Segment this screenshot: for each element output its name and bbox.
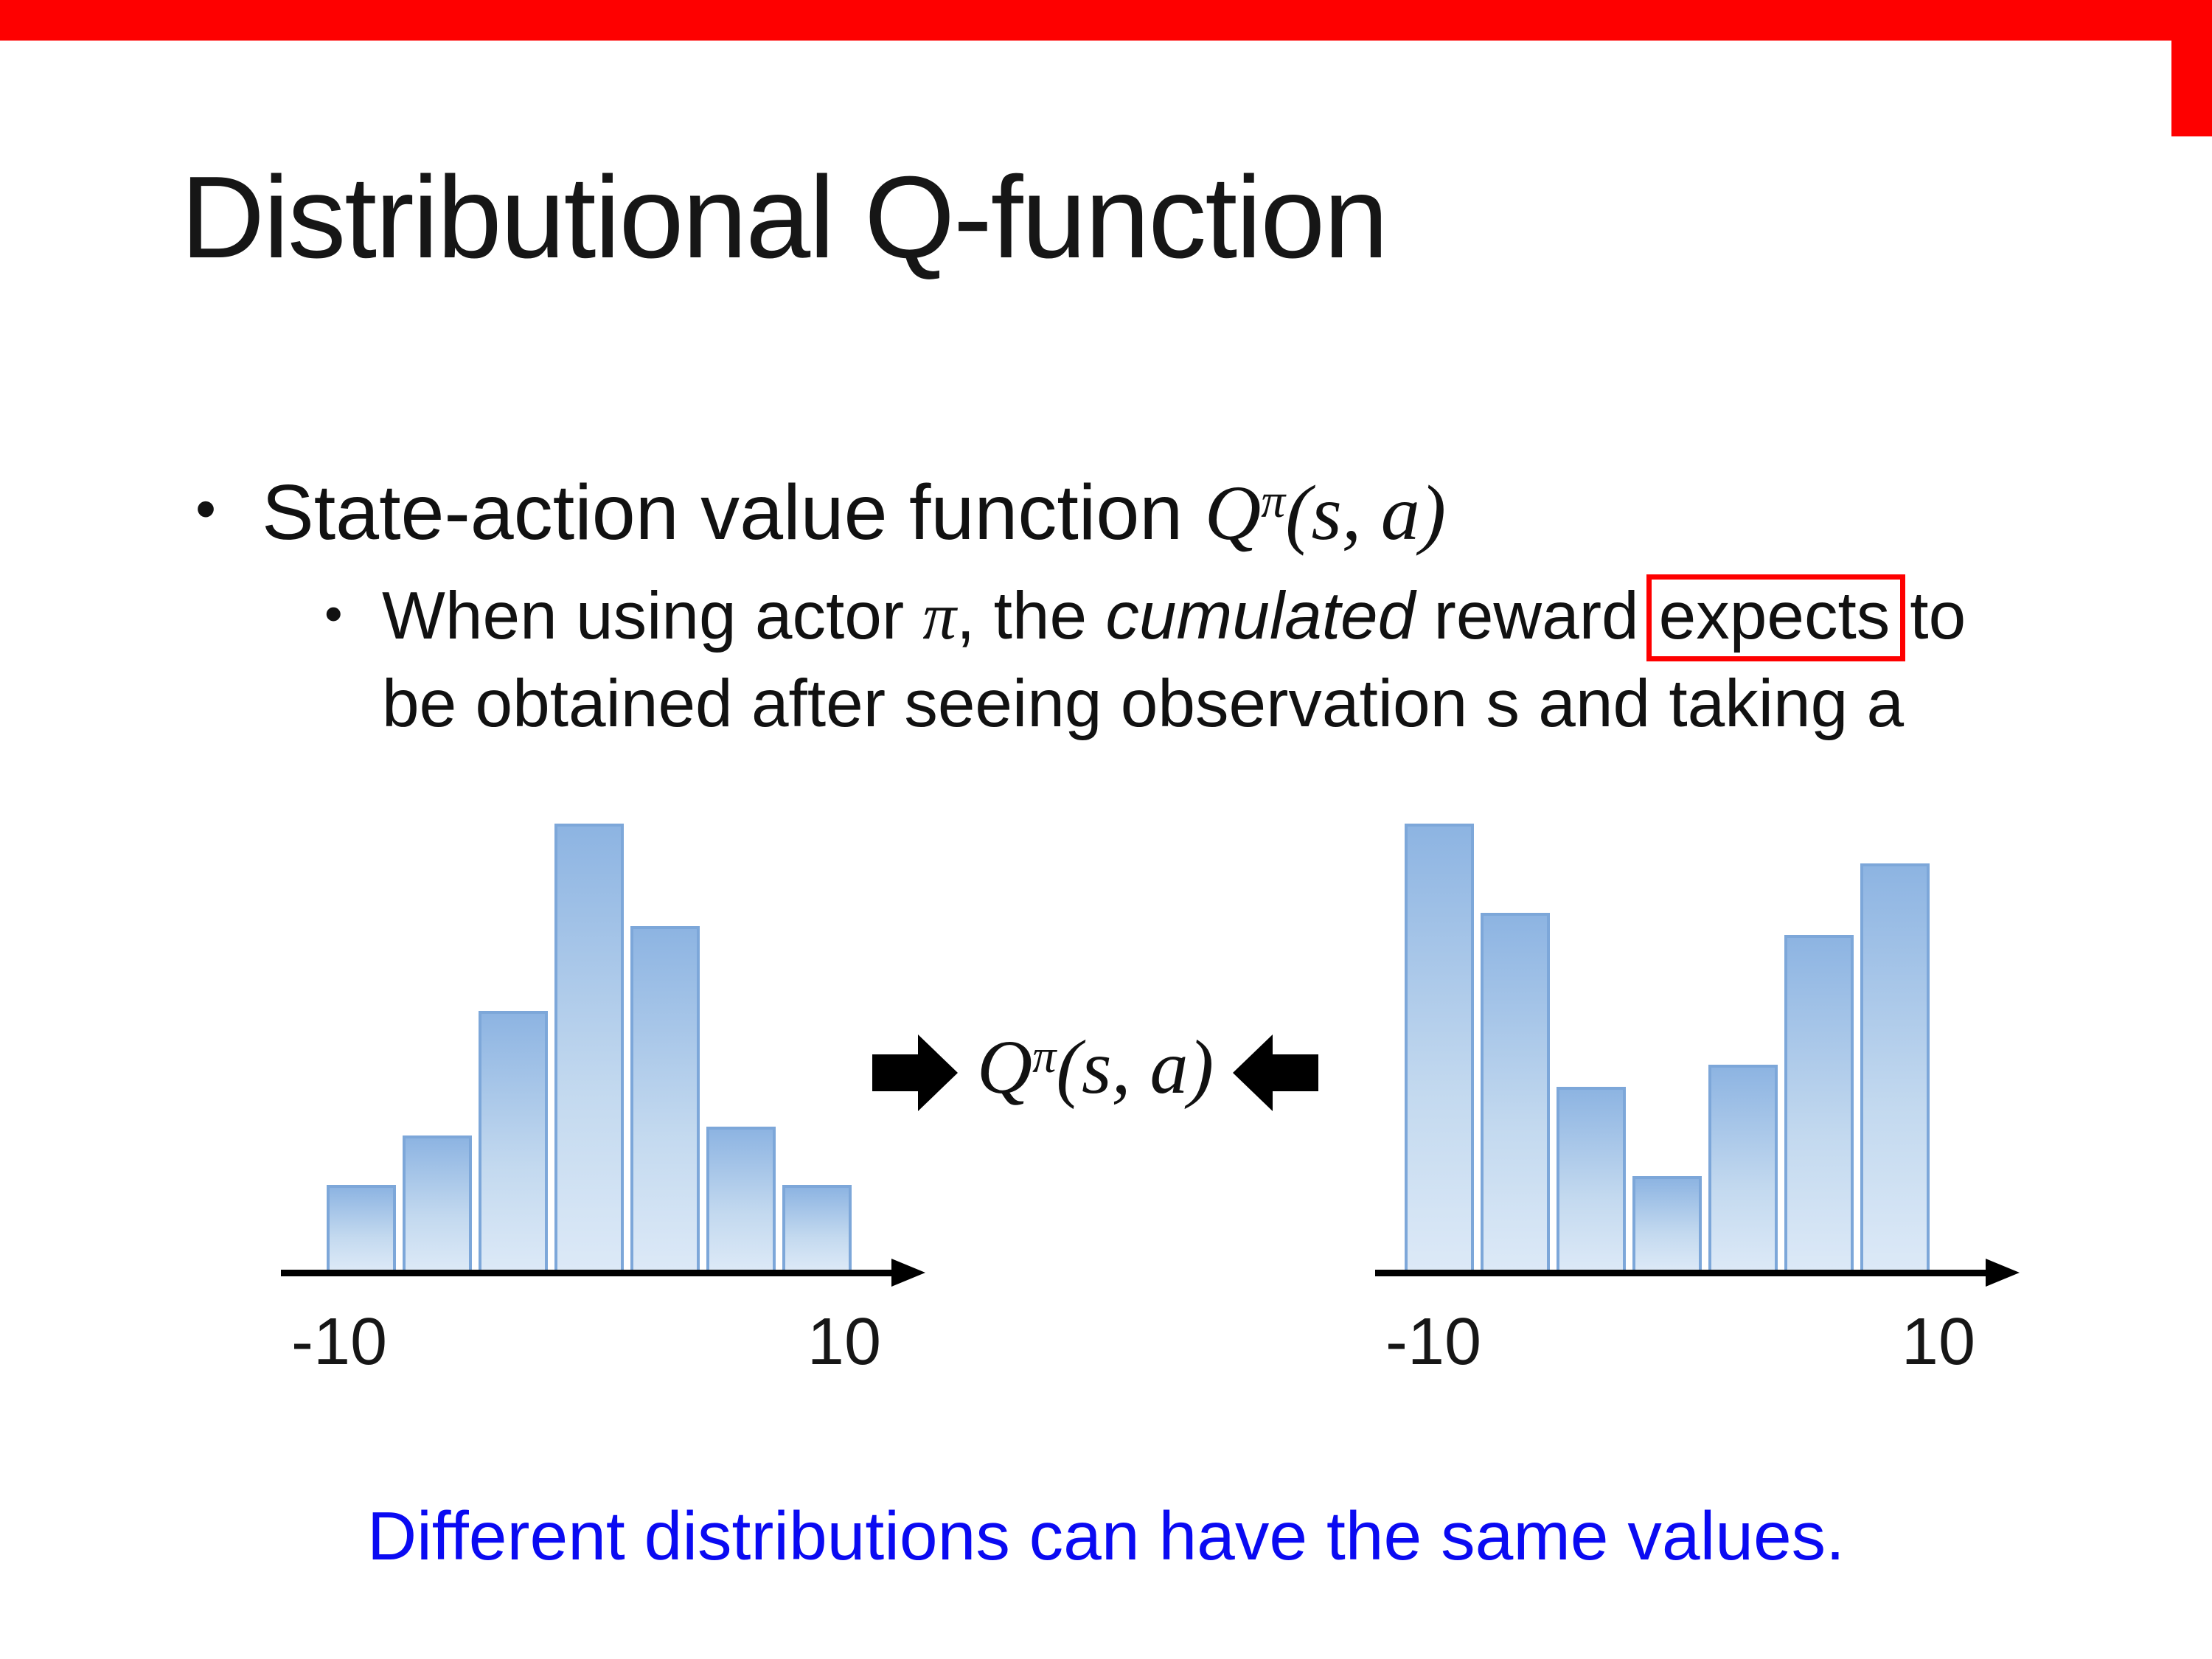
math-args: (s, a) [1056,1025,1214,1110]
bullet-state-action-value: • State-action value function Qπ(s, a) [195,466,1446,560]
histogram-bar [782,1185,852,1270]
histogram-bar [479,1011,548,1270]
math-pi-superscript: π [1261,474,1286,529]
histogram-bar [403,1135,472,1270]
axis-label-max: 10 [1901,1305,1975,1379]
histogram-bar [1405,824,1474,1270]
q-function-math: Qπ(s, a) [977,1023,1214,1121]
math-Q: Q [977,1025,1033,1110]
histogram-bar [327,1185,396,1270]
right-axis-labels: -10 10 [1375,1304,1975,1380]
axis-label-max: 10 [807,1305,881,1379]
math-Q: Q [1204,470,1262,556]
axis-label-min: -10 [1385,1305,1482,1379]
bullet2-part2: , the [956,579,1106,653]
left-histogram-bars [281,817,945,1270]
bullet-marker: • [195,476,217,541]
bullet2-part4a: to [1910,579,1966,653]
histogram-bar [1784,935,1854,1270]
bullet-text: State-action value function Qπ(s, a) [262,466,1446,560]
center-q-function-group: Qπ(s, a) [872,1023,1319,1121]
axis-arrow-icon [1986,1259,2020,1287]
bullet2-part3: reward [1415,579,1639,653]
left-histogram-chart: -10 10 [281,817,945,1380]
histogram-bar [1708,1065,1778,1270]
bullet2-part1: When using actor [382,579,923,653]
right-x-axis [1375,1259,2020,1287]
red-right-border [2171,0,2212,136]
axis-arrow-icon [891,1259,925,1287]
math-pi: π [922,579,957,653]
histogram-bar [706,1127,776,1270]
bottom-caption: Different distributions can have the sam… [366,1498,1846,1574]
red-top-border [0,0,2212,41]
q-function-math: Qπ(s, a) [1205,470,1446,556]
histogram-bar [630,926,700,1270]
bullet1-text: State-action value function [262,469,1205,556]
histogram-bar [1632,1176,1702,1270]
histogram-bar [1860,863,1930,1270]
histogram-bar [1557,1087,1626,1270]
red-boxed-expects: expects [1646,574,1906,661]
right-arrow-icon [872,1034,958,1111]
bullet-text: When using actor π, the cumulated reward… [382,574,1966,747]
histogram-bar [554,824,624,1270]
bullet-marker: • [324,585,343,642]
left-x-axis [281,1259,925,1287]
right-histogram-chart: -10 10 [1375,817,2039,1380]
italic-cumulated: cumulated [1105,579,1416,653]
left-arrow-icon [1233,1034,1319,1111]
math-pi-superscript: π [1032,1029,1057,1082]
bullet2-part4b: be obtained after seeing observation s a… [382,666,1905,741]
page-title: Distributional Q-function [181,153,1388,282]
left-axis-labels: -10 10 [281,1304,881,1380]
histogram-bar [1481,913,1550,1270]
math-args: (s, a) [1285,470,1447,556]
bullet-when-using-actor: • When using actor π, the cumulated rewa… [324,574,2065,747]
right-histogram-bars [1375,817,2039,1270]
axis-label-min: -10 [291,1305,388,1379]
